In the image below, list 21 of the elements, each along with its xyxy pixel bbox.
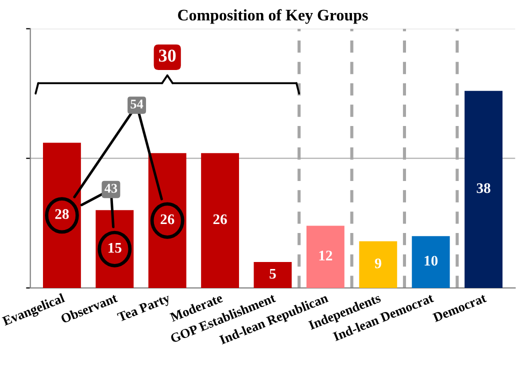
chart-title: Composition of Key Groups (178, 9, 368, 24)
bar (254, 262, 292, 288)
data-label: 10 (424, 256, 438, 266)
data-label: 15 (108, 242, 122, 253)
annotation: 30 (159, 50, 176, 62)
data-label: 26 (213, 214, 227, 224)
data-label: 38 (476, 183, 490, 194)
bar (412, 236, 450, 288)
bar (464, 90, 503, 288)
bar (359, 241, 398, 288)
bar (306, 226, 344, 288)
data-label: 28 (55, 209, 69, 220)
annotation: 43 (104, 184, 118, 193)
data-label: 5 (270, 268, 276, 279)
bar (148, 153, 186, 288)
bar (42, 142, 81, 288)
bar (201, 153, 240, 288)
data-label: 26 (160, 214, 174, 224)
annotation: 54 (130, 100, 144, 108)
data-label: 12 (319, 250, 332, 260)
data-label: 9 (374, 258, 382, 268)
